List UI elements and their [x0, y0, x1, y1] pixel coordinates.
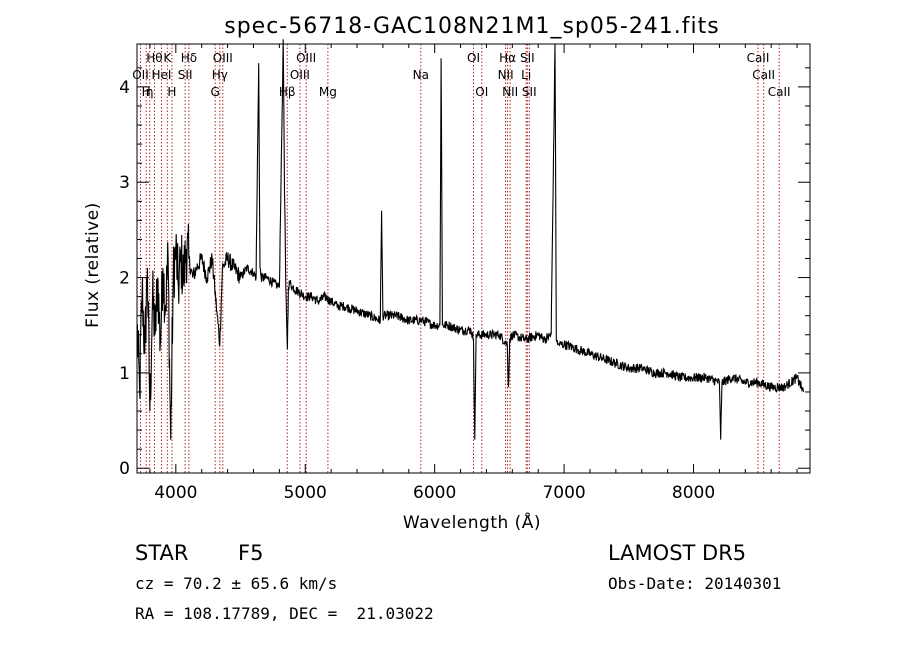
- spectral-line-label: Hβ: [279, 85, 296, 99]
- object-class: STAR: [135, 541, 189, 565]
- observation-date: Obs-Date: 20140301: [608, 574, 782, 593]
- spectral-line-label: HeI: [151, 68, 171, 82]
- x-axis: 4000 5000 6000 7000 8000: [149, 44, 798, 503]
- x-tick-label: 4000: [154, 483, 197, 503]
- spectral-line-markers: [139, 44, 780, 473]
- ra-dec: RA = 108.17789, DEC = 21.03022: [135, 604, 434, 623]
- spectral-line-label: OIII: [213, 51, 233, 65]
- spectral-line-label: OI: [467, 51, 480, 65]
- spectral-line-label: CaII: [768, 85, 791, 99]
- spectral-line-label: CaII: [747, 51, 770, 65]
- y-tick-label: 2: [119, 269, 130, 289]
- spectral-line-label: Hθ: [146, 51, 162, 65]
- object-subclass: F5: [238, 541, 264, 565]
- x-tick-label: 6000: [413, 483, 456, 503]
- chart-title: spec-56718-GAC108N21M1_sp05-241.fits: [224, 14, 720, 39]
- spectral-line-label: CaII: [752, 68, 775, 82]
- spectral-line-label: SII: [178, 68, 193, 82]
- spectral-line-label: OIII: [290, 68, 310, 82]
- spectral-line-label: OIII: [296, 51, 316, 65]
- y-tick-label: 1: [119, 364, 130, 384]
- y-tick-label: 0: [119, 459, 130, 479]
- spectral-line-label: H: [167, 85, 176, 99]
- spectral-line-label: Na: [413, 68, 429, 82]
- spectral-line-label: OI: [475, 85, 488, 99]
- redshift-cz: cz = 70.2 ± 65.6 km/s: [135, 574, 338, 593]
- spectral-line-labels: OII Hη Hθ HeI K H Hδ SII G Hγ OIII Hβ OIII OIII Mg Na OI…: [132, 51, 790, 99]
- y-tick-label: 3: [119, 173, 130, 193]
- y-axis-label: Flux (relative): [83, 202, 103, 328]
- x-axis-label: Wavelength (Å): [403, 511, 541, 533]
- x-tick-label: 5000: [284, 483, 327, 503]
- spectral-line-label: Li: [521, 68, 531, 82]
- spectral-line-label: NII: [502, 85, 518, 99]
- spectrum-line: [136, 39, 805, 440]
- spectral-line-label: Mg: [319, 85, 337, 99]
- x-tick-label: 8000: [672, 483, 715, 503]
- spectral-line-label: K: [163, 51, 172, 65]
- spectral-line-label: Hγ: [212, 68, 228, 82]
- survey-name: LAMOST DR5: [608, 541, 747, 565]
- spectral-line-label: Hα: [499, 51, 516, 65]
- spectral-line-label: NII: [498, 68, 514, 82]
- spectral-line-label: Hδ: [181, 51, 197, 65]
- spectral-line-label: SII: [520, 51, 535, 65]
- spectral-line-label: G: [211, 85, 220, 99]
- y-axis: 0 1 2 3 4: [119, 67, 810, 479]
- spectral-line-label: SII: [522, 85, 537, 99]
- spectral-line-label: OII: [132, 68, 149, 82]
- y-tick-label: 4: [119, 78, 130, 98]
- spectral-line-label: η: [146, 85, 154, 99]
- x-tick-label: 7000: [542, 483, 585, 503]
- spectral-line-label: H: [142, 85, 151, 99]
